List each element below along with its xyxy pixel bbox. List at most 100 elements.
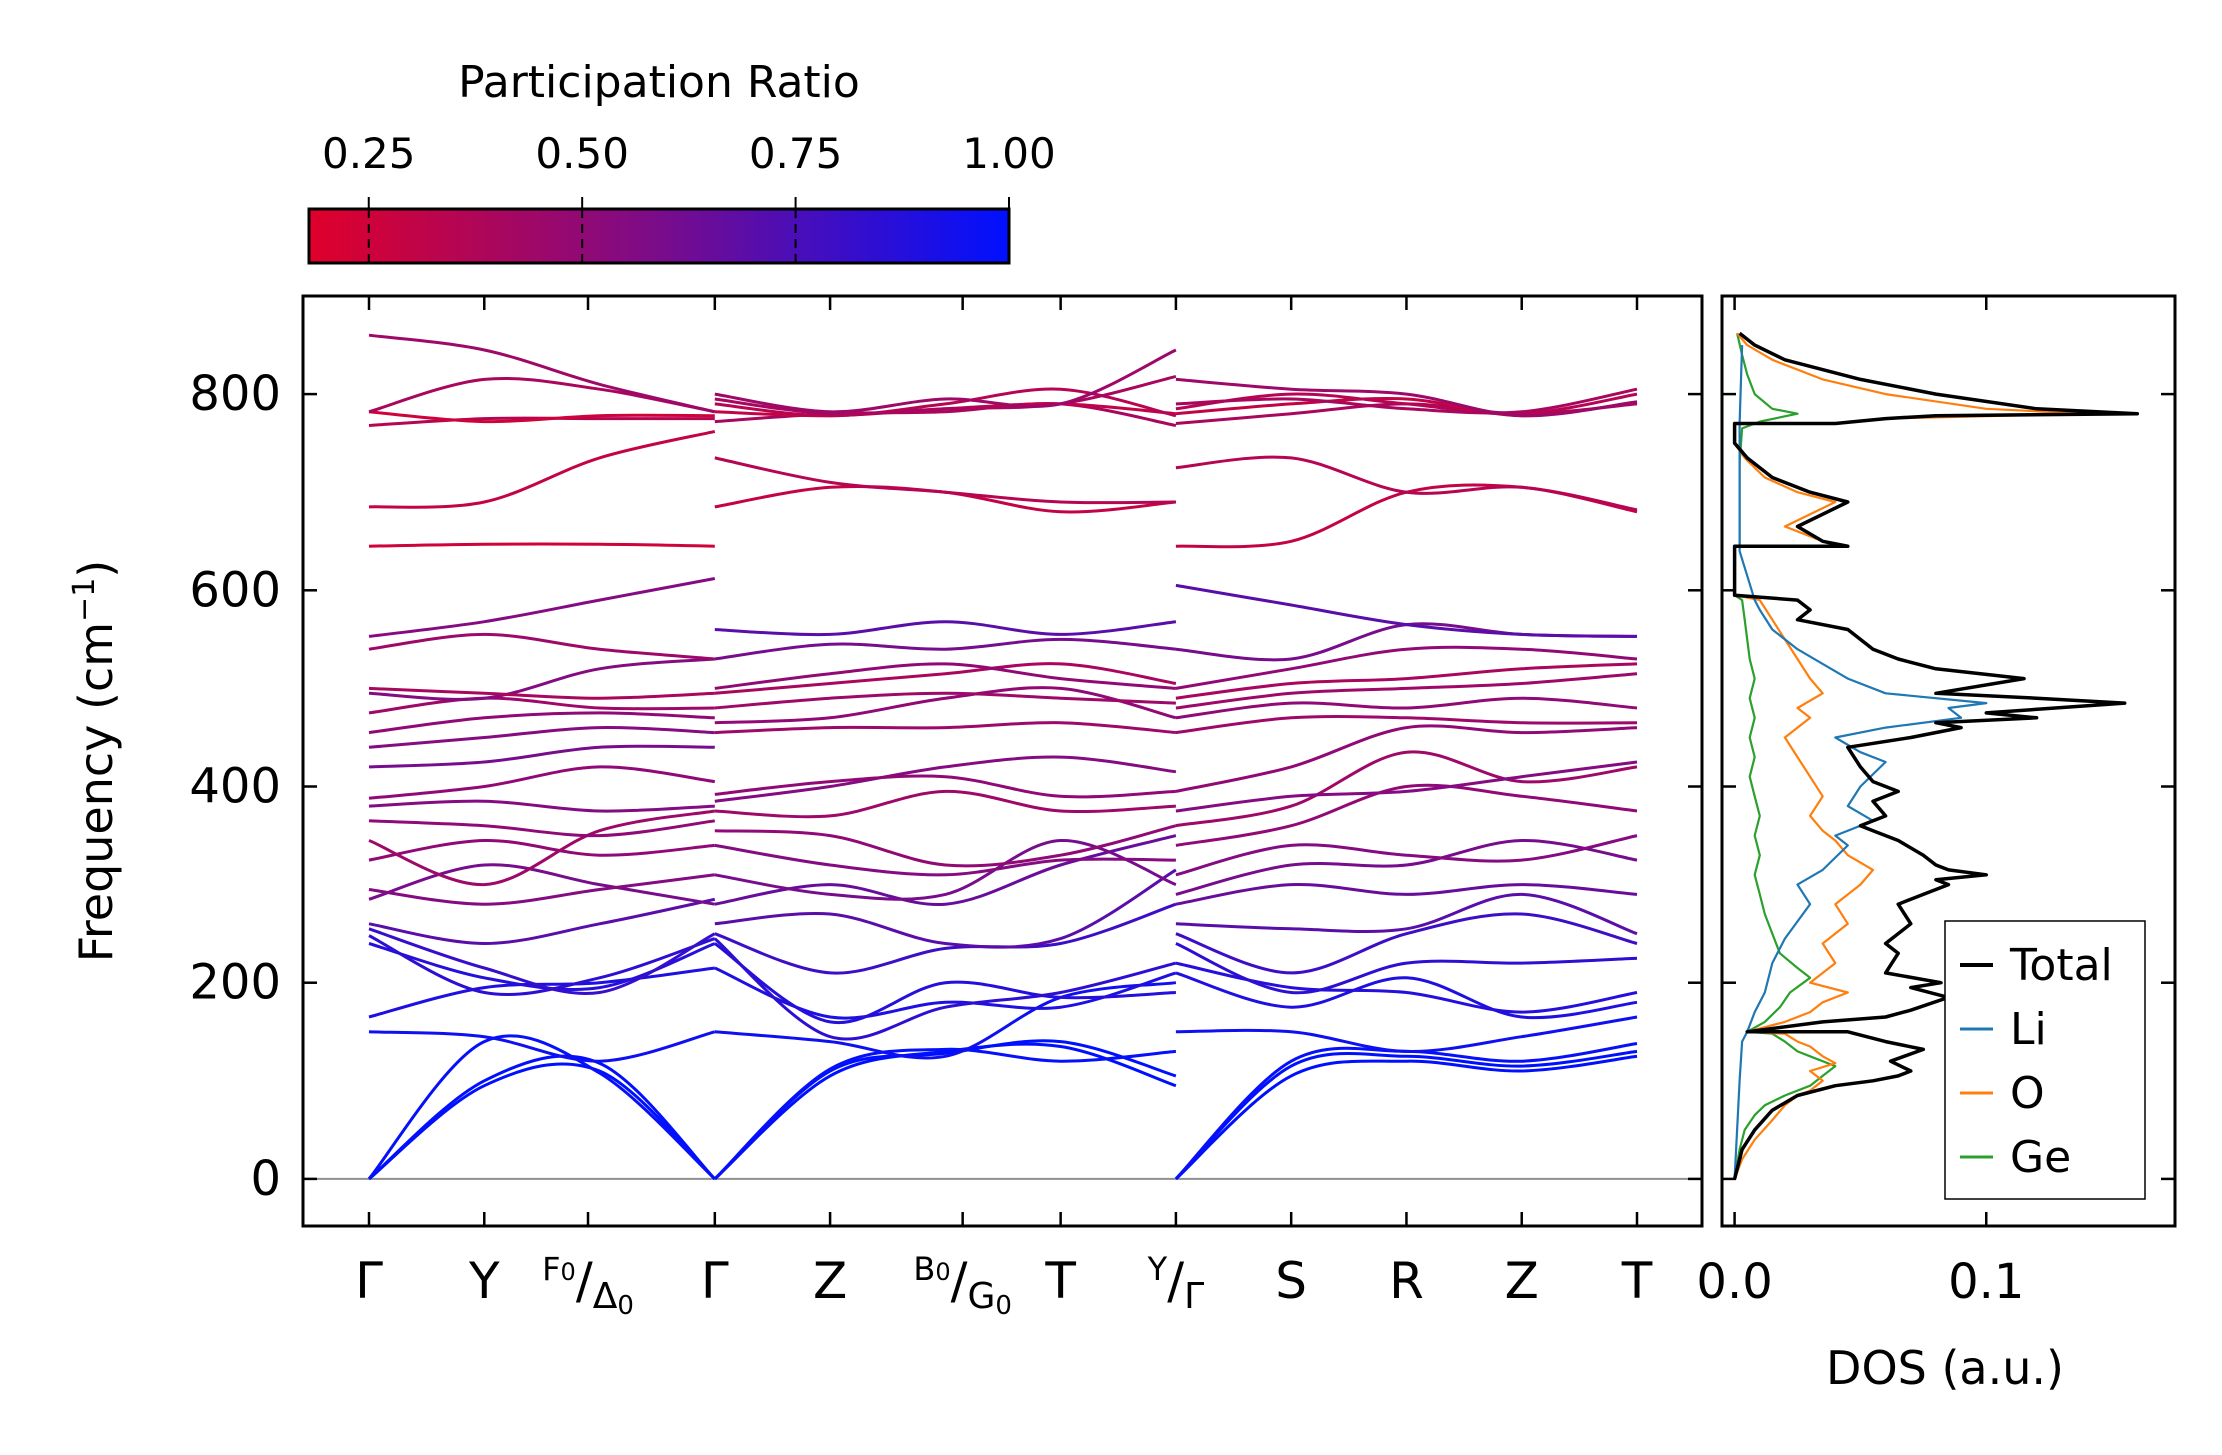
legend-label-li: Li: [2010, 1004, 2047, 1055]
phonon-band: [368, 1030, 716, 1063]
band-y-axis-label: Frequency (cm−1): [67, 560, 123, 963]
band-segment-1: [367, 333, 716, 1181]
y-label-text: Frequency (cm: [69, 622, 123, 962]
phonon-band: [714, 902, 1177, 975]
phonon-band: [368, 966, 715, 1019]
phonon-band: [1175, 942, 1638, 995]
phonon-band: [368, 429, 716, 509]
phonon-band: [368, 686, 715, 700]
y-tick-label: 200: [189, 955, 281, 1011]
band-segment-2: [713, 348, 1177, 1181]
phonon-band: [1175, 834, 1638, 877]
phonon-band: [1175, 377, 1638, 418]
phonon-band: [1175, 961, 1638, 1014]
legend-label-ge: Ge: [2010, 1132, 2071, 1183]
phonon-band: [368, 577, 716, 638]
phonon-band: [714, 868, 1177, 949]
phonon-band: [368, 799, 715, 813]
dos-x-ticks: 0.0 0.1: [1696, 296, 2024, 1310]
phonon-band: [714, 662, 1177, 690]
label-upper: B: [913, 1250, 935, 1288]
phonon-bands: [367, 333, 1638, 1181]
dos-legend: Total Li O Ge: [1944, 920, 2146, 1200]
dos-panel: 0.0 0.1 DOS (a.u.) Total Li O Ge: [1696, 294, 2177, 1395]
phonon-band: [368, 696, 715, 715]
y-label-tail: ): [69, 560, 123, 578]
phonon-band: [713, 942, 1176, 1025]
band-y-ticks: 0 200 400 600 800: [189, 366, 1702, 1207]
dos-y-ticks: [1722, 392, 2175, 1181]
phonon-band: [368, 809, 716, 887]
colorbar: Participation Ratio 0.25 0.50 0.75 1.00: [307, 57, 1056, 265]
dos-x-tick-label: 0.0: [1696, 1254, 1772, 1310]
high-symmetry-label: Y: [468, 1252, 500, 1310]
phonon-band: [368, 1062, 716, 1181]
phonon-band: [368, 863, 716, 906]
high-symmetry-label: S: [1275, 1252, 1307, 1310]
phonon-band: [368, 744, 715, 769]
label-slash: /: [951, 1252, 968, 1310]
phonon-band: [368, 765, 715, 800]
phonon-band: [714, 620, 1177, 637]
phonon-band: [714, 691, 1176, 710]
phonon-band: [714, 662, 1177, 695]
phonon-band: [714, 374, 1177, 416]
colorbar-tick-label: 0.50: [535, 129, 629, 178]
colorbar-tick-label: 0.25: [322, 129, 416, 178]
colorbar-tick-label: 0.75: [749, 129, 843, 178]
phonon-band: [714, 637, 1177, 661]
phonon-band: [368, 934, 716, 997]
phonon-band: [368, 897, 716, 945]
colorbar-gradient: [307, 207, 1011, 265]
phonon-band: [714, 843, 1176, 877]
dos-x-tick-label: 0.1: [1948, 1254, 2024, 1310]
label-lower: Δ: [593, 1276, 618, 1317]
y-tick-label: 400: [189, 759, 281, 815]
label-slash: /: [576, 1252, 593, 1310]
phonon-band: [1175, 455, 1638, 512]
high-symmetry-label: F0/Δ0: [542, 1250, 634, 1321]
label-upper-sub: 0: [561, 1258, 576, 1286]
phonon-band: [1174, 1049, 1638, 1180]
phonon-band: [368, 657, 715, 701]
dos-curve-li: [1733, 345, 1988, 1179]
phonon-band: [714, 721, 1177, 735]
high-symmetry-label: Γ: [701, 1252, 729, 1310]
band-x-ticks: Γ Y F0/Δ0 Γ Z B0/G0 T Y/Γ S R Z T: [355, 296, 1653, 1321]
high-symmetry-label: T: [1044, 1252, 1076, 1310]
label-lower-sub: 0: [995, 1291, 1012, 1321]
phonon-band: [1175, 838, 1638, 896]
phonon-band: [368, 819, 715, 838]
phonon-band: [713, 1042, 1177, 1181]
phonon-band: [713, 937, 1177, 1041]
colorbar-title: Participation Ratio: [458, 57, 860, 108]
phonon-band: [368, 333, 716, 414]
high-symmetry-label: Y/Γ: [1147, 1250, 1204, 1317]
dos-curves: [1732, 331, 2140, 1180]
legend-items: Total Li O Ge: [1960, 940, 2113, 1183]
phonon-band: [368, 927, 716, 995]
phonon-band: [1175, 583, 1638, 638]
phonon-band: [1174, 1054, 1638, 1181]
phonon-band: [713, 1047, 1177, 1180]
high-symmetry-label: Z: [1505, 1252, 1539, 1310]
phonon-band: [1175, 783, 1638, 847]
phonon-band: [714, 456, 1176, 505]
colorbar-tick-label: 1.00: [962, 129, 1056, 178]
label-slash: /: [1167, 1252, 1184, 1310]
high-symmetry-label: Γ: [355, 1252, 383, 1310]
label-lower-sub: 0: [617, 1291, 634, 1321]
phonon-band: [368, 838, 715, 862]
phonon-band: [714, 484, 1177, 514]
phonon-band: [714, 824, 1177, 868]
high-symmetry-label: B0/G0: [913, 1250, 1012, 1321]
phonon-band: [1175, 696, 1638, 720]
phonon-band: [368, 726, 715, 749]
dos-curve-total: [1732, 331, 2140, 1180]
phonon-band: [1175, 750, 1638, 828]
high-symmetry-label: R: [1389, 1252, 1424, 1310]
phonon-band: [714, 966, 1177, 1020]
phonon-band: [714, 834, 1177, 907]
phonon-band: [714, 981, 1177, 1060]
